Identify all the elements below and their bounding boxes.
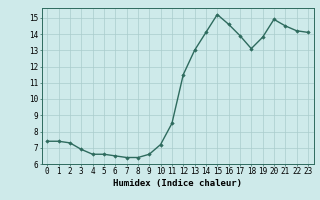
X-axis label: Humidex (Indice chaleur): Humidex (Indice chaleur) bbox=[113, 179, 242, 188]
